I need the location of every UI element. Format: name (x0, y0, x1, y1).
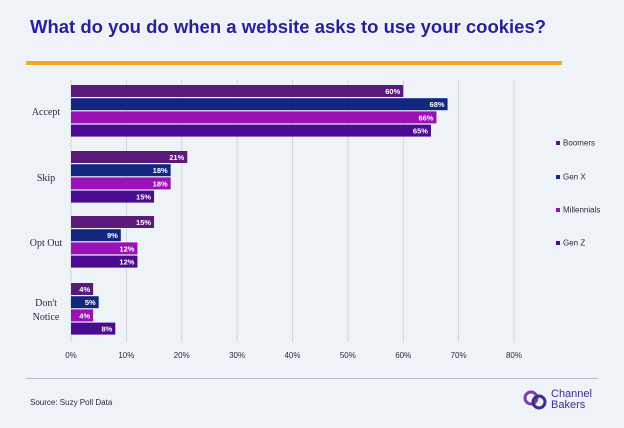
bar (71, 296, 99, 309)
bar-value-label: 15% (136, 218, 151, 227)
x-tick-label: 30% (229, 351, 245, 360)
bar (71, 322, 116, 335)
legend-swatch (556, 175, 560, 179)
footer-divider (26, 378, 598, 379)
bar (71, 151, 188, 163)
x-tick-label: 50% (340, 351, 356, 360)
bar (71, 216, 155, 228)
bar-value-label: 9% (107, 231, 118, 240)
x-tick-label: 70% (451, 351, 467, 360)
bar-value-label: 21% (169, 153, 184, 162)
brand-logo: Channel Bakers (522, 389, 592, 411)
bar (71, 242, 138, 255)
accent-divider (26, 61, 562, 65)
bar-value-label: 4% (79, 311, 90, 320)
category-label: Accept (32, 107, 61, 118)
bar-value-label: 68% (430, 100, 445, 109)
logo-line-1: Channel (551, 388, 592, 400)
category-label: Notice (33, 312, 60, 323)
bar-value-label: 60% (385, 87, 400, 96)
x-tick-label: 40% (284, 351, 300, 360)
legend-swatch (556, 208, 560, 212)
bar (71, 98, 448, 111)
x-tick-label: 10% (118, 351, 134, 360)
legend-swatch (556, 241, 560, 245)
bar-value-label: 65% (413, 127, 428, 136)
chart-title: What do you do when a website asks to us… (30, 16, 547, 37)
bar (71, 177, 171, 190)
bar-value-label: 8% (101, 325, 112, 334)
bar-value-label: 12% (119, 244, 134, 253)
bar (71, 229, 121, 242)
channel-bakers-logo-icon (523, 390, 547, 410)
x-tick-label: 20% (174, 351, 190, 360)
bar (71, 190, 155, 203)
source-note: Source: Suzy Poll Data (30, 398, 113, 407)
x-tick-label: 80% (506, 351, 522, 360)
bar (71, 164, 171, 177)
legend-label: Gen Z (563, 239, 585, 248)
legend-label: Millennials (563, 206, 600, 215)
bar-value-label: 15% (136, 193, 151, 202)
bar (71, 124, 431, 137)
bar-value-label: 66% (418, 113, 433, 122)
bar-value-label: 18% (153, 179, 168, 188)
bar-value-label: 4% (79, 285, 90, 294)
bar (71, 309, 94, 322)
bar (71, 283, 94, 295)
legend-label: Boomers (563, 139, 595, 148)
x-tick-label: 0% (65, 351, 77, 360)
category-label: Skip (37, 173, 55, 184)
legend-swatch (556, 141, 560, 145)
x-tick-label: 60% (395, 351, 411, 360)
bar-value-label: 12% (119, 258, 134, 267)
logo-line-2: Bakers (551, 399, 586, 411)
bar (71, 85, 404, 97)
bar (71, 255, 138, 268)
bar-value-label: 5% (85, 298, 96, 307)
bar-value-label: 18% (153, 166, 168, 175)
category-label: Opt Out (30, 238, 63, 249)
category-label: Don't (35, 298, 57, 309)
legend-label: Gen X (563, 173, 586, 182)
bar (71, 111, 437, 124)
